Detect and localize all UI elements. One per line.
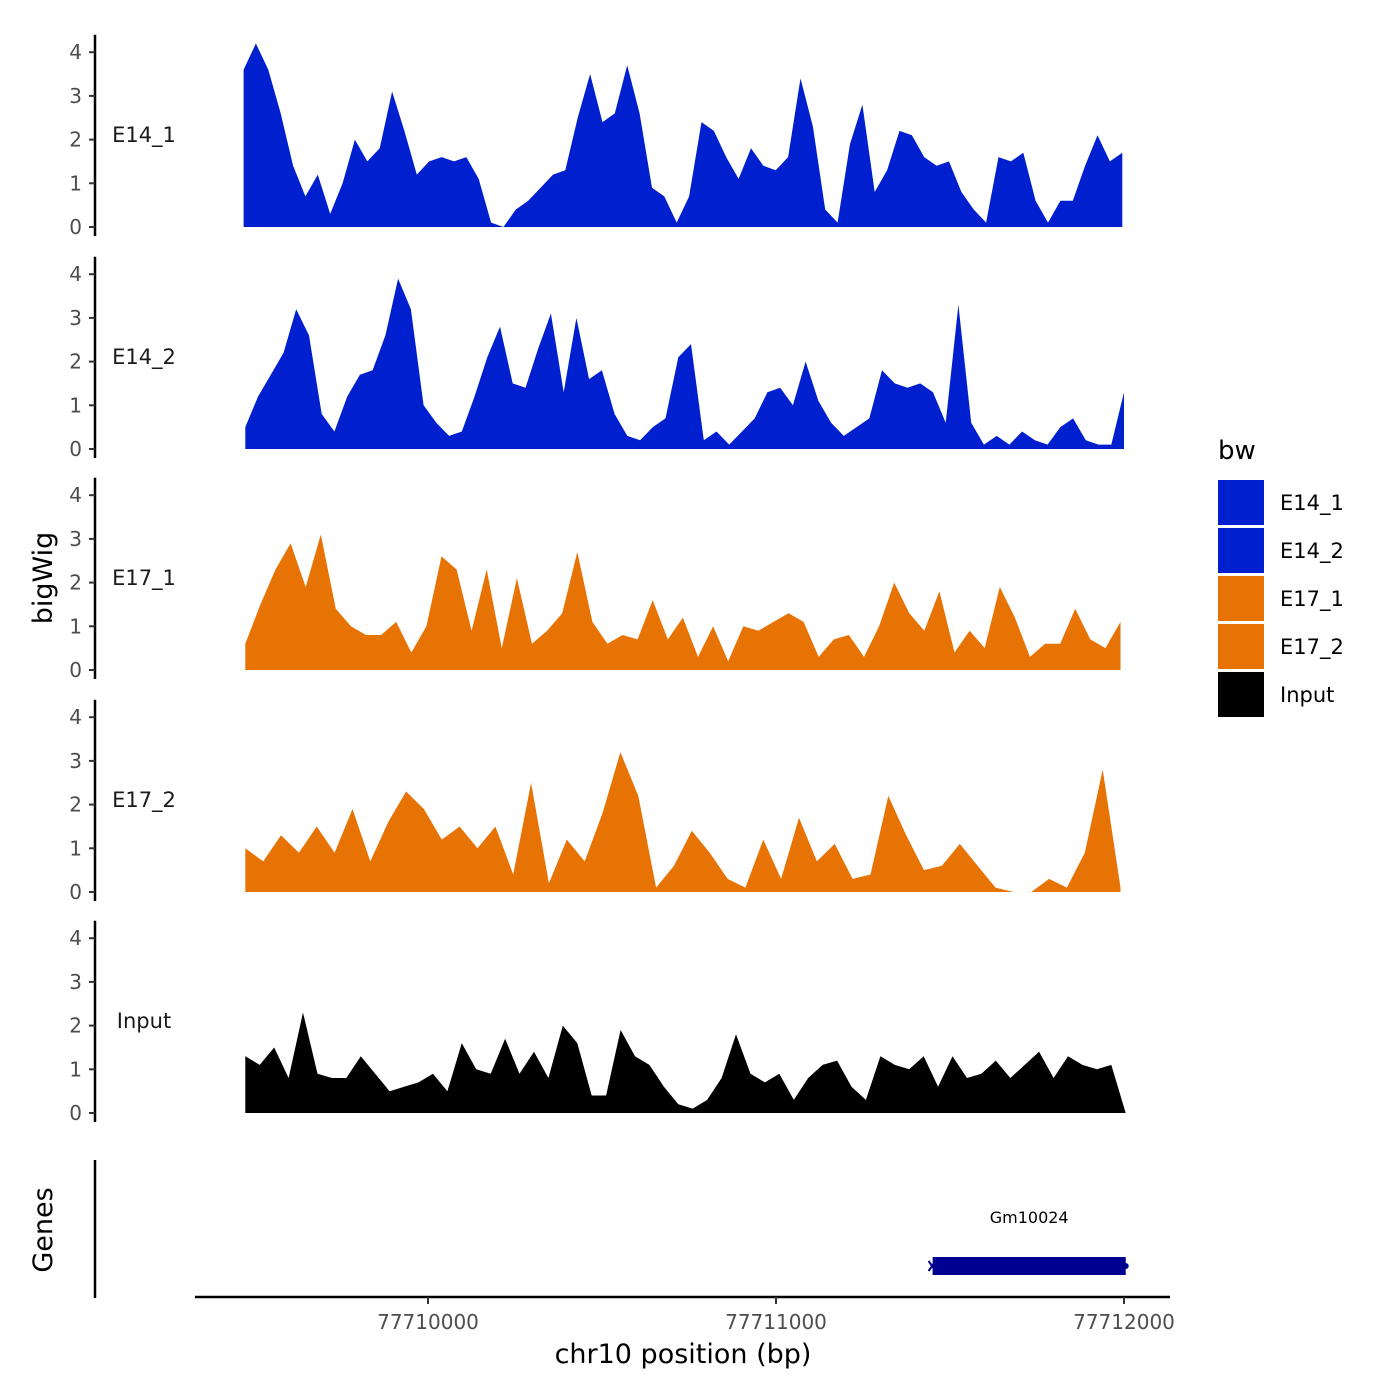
y-tick-label: 4 xyxy=(69,40,82,64)
y-tick-label: 3 xyxy=(69,306,82,330)
y-tick-label: 3 xyxy=(69,527,82,551)
x-tick-label: 77712000 xyxy=(1073,1310,1175,1334)
y-tick-label: 1 xyxy=(69,1057,82,1081)
legend-label-Input: Input xyxy=(1280,683,1334,707)
track-E14_1: 0 1 2 3 4 E14_1 xyxy=(69,34,1123,239)
legend-swatch-Input xyxy=(1218,672,1264,717)
legend: bw E14_1 E14_2 E17_1 E17_2 Input xyxy=(1218,436,1344,717)
legend-swatch-E17_1 xyxy=(1218,576,1264,621)
genes-axis-title: Genes xyxy=(28,1187,59,1272)
genes-track: Gm10024 xyxy=(93,1160,1129,1298)
y-tick-label: 1 xyxy=(69,614,82,638)
y-tick-label: 4 xyxy=(69,705,82,729)
area-series-Input xyxy=(245,1012,1126,1113)
track-label-E17_2: E17_2 xyxy=(112,788,176,813)
y-tick-label: 4 xyxy=(69,926,82,950)
track-Input: 0 1 2 3 4 Input xyxy=(69,920,1126,1125)
legend-title: bw xyxy=(1218,436,1256,466)
gene-label: Gm10024 xyxy=(990,1208,1069,1227)
y-tick-label: 1 xyxy=(69,171,82,195)
legend-swatch-E14_1 xyxy=(1218,480,1264,525)
y-tick-label: 0 xyxy=(69,880,82,904)
y-tick-label: 2 xyxy=(69,350,82,374)
area-series-E14_2 xyxy=(245,278,1125,449)
legend-swatch-E17_2 xyxy=(1218,624,1264,669)
area-series-E17_1 xyxy=(245,534,1121,670)
y-axis-title: bigWig xyxy=(28,532,59,625)
tracks-group: 0 1 2 3 4 E14_1 0 1 2 3 4 E14_2 0 1 2 3 4 E17_1 0 1 2 3 4 E17_2… xyxy=(69,34,1126,1125)
gene-body xyxy=(932,1257,1126,1275)
y-tick-label: 0 xyxy=(69,658,82,682)
y-tick-label: 2 xyxy=(69,1014,82,1038)
legend-label-E14_1: E14_1 xyxy=(1280,491,1344,516)
y-tick-label: 4 xyxy=(69,483,82,507)
y-tick-label: 1 xyxy=(69,836,82,860)
track-E17_2: 0 1 2 3 4 E17_2 xyxy=(69,699,1121,904)
x-axis: 77710000 77711000 77712000 xyxy=(195,1295,1175,1334)
x-tick-label: 77710000 xyxy=(377,1310,479,1334)
gene-strand-marker xyxy=(927,1260,937,1272)
track-label-E17_1: E17_1 xyxy=(112,566,176,591)
y-tick-label: 1 xyxy=(69,393,82,417)
track-label-E14_2: E14_2 xyxy=(112,345,176,370)
track-E17_1: 0 1 2 3 4 E17_1 xyxy=(69,477,1121,682)
area-series-E17_2 xyxy=(245,752,1121,892)
legend-swatch-E14_2 xyxy=(1218,528,1264,573)
x-tick-label: 77711000 xyxy=(725,1310,827,1334)
y-tick-label: 0 xyxy=(69,215,82,239)
y-tick-label: 3 xyxy=(69,970,82,994)
legend-label-E14_2: E14_2 xyxy=(1280,539,1344,564)
y-tick-label: 3 xyxy=(69,84,82,108)
y-tick-label: 2 xyxy=(69,128,82,152)
legend-label-E17_1: E17_1 xyxy=(1280,587,1344,612)
y-tick-label: 4 xyxy=(69,262,82,286)
track-E14_2: 0 1 2 3 4 E14_2 xyxy=(69,256,1125,461)
x-axis-title: chr10 position (bp) xyxy=(555,1339,812,1370)
y-tick-label: 3 xyxy=(69,749,82,773)
y-tick-label: 2 xyxy=(69,793,82,817)
track-label-Input: Input xyxy=(117,1009,171,1033)
track-label-E14_1: E14_1 xyxy=(112,123,176,148)
area-series-E14_1 xyxy=(243,43,1123,227)
y-tick-label: 0 xyxy=(69,1101,82,1125)
gene-end-marker xyxy=(1122,1263,1129,1269)
y-tick-label: 2 xyxy=(69,571,82,595)
legend-label-E17_2: E17_2 xyxy=(1280,635,1344,660)
y-tick-label: 0 xyxy=(69,437,82,461)
